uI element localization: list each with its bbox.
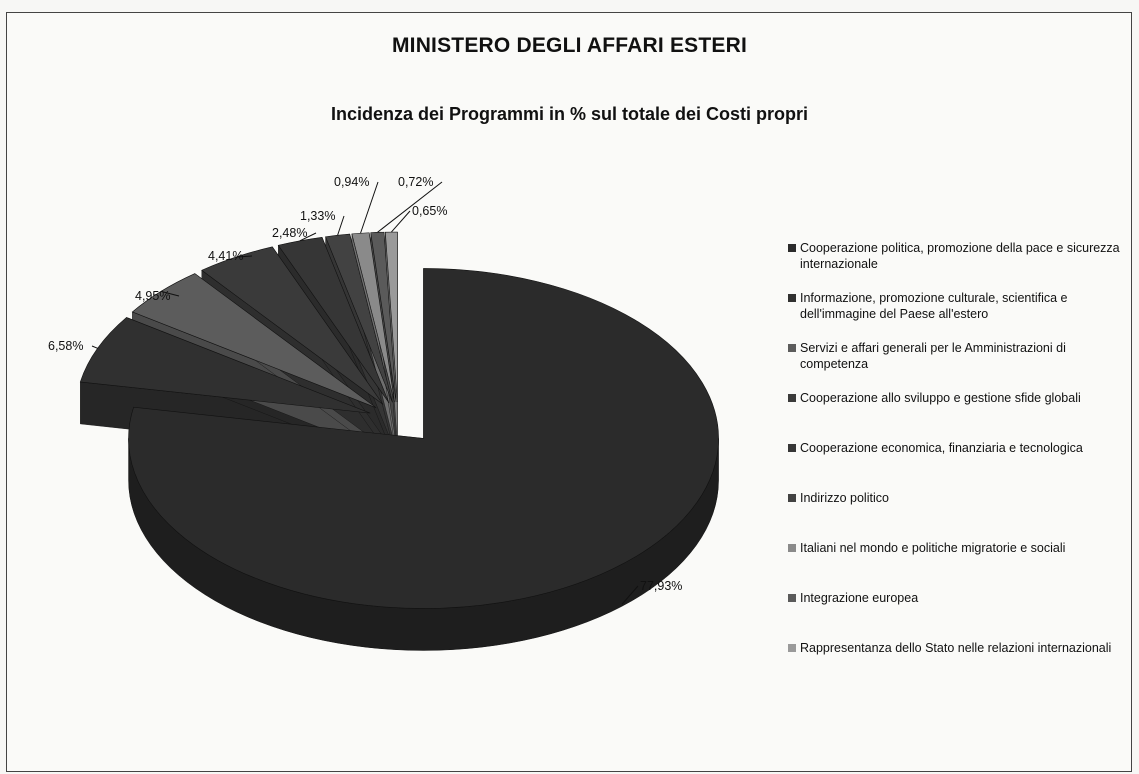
legend-label: Cooperazione politica, promozione della … (800, 241, 1120, 271)
data-label: 1,33% (300, 209, 335, 223)
legend-item: Integrazione europea (788, 590, 1128, 640)
leader-line (621, 585, 639, 605)
legend-item: Informazione, promozione culturale, scie… (788, 290, 1128, 340)
legend-item: Cooperazione politica, promozione della … (788, 240, 1128, 290)
pie-top-layer (79, 231, 719, 609)
data-label: 0,65% (412, 204, 447, 218)
data-label: 0,72% (398, 175, 433, 189)
legend-swatch (788, 244, 796, 252)
data-label: 4,41% (208, 249, 243, 263)
leader-line (377, 181, 443, 233)
leader-line-layer (91, 181, 639, 605)
data-label: 2,48% (272, 226, 307, 240)
leader-line (299, 232, 317, 242)
legend-item: Italiani nel mondo e politiche migratori… (788, 540, 1128, 590)
legend-label: Cooperazione allo sviluppo e gestione sf… (800, 391, 1081, 405)
legend-swatch (788, 644, 796, 652)
legend-item: Servizi e affari generali per le Amminis… (788, 340, 1128, 390)
pie-slice (201, 246, 384, 405)
legend-label: Italiani nel mondo e politiche migratori… (800, 541, 1066, 555)
data-label: 77,93% (640, 579, 682, 593)
data-label: 6,58% (48, 339, 83, 353)
legend-swatch (788, 594, 796, 602)
chart-title: MINISTERO DEGLI AFFARI ESTERI (391, 34, 748, 57)
pie-slice (79, 317, 371, 414)
leader-line (360, 181, 379, 234)
legend-label: Rappresentanza dello Stato nelle relazio… (800, 641, 1112, 655)
legend-label: Indirizzo politico (800, 491, 889, 505)
legend-label: Cooperazione economica, finanziaria e te… (800, 441, 1083, 455)
data-label: 4,95% (135, 289, 170, 303)
legend-swatch (788, 344, 796, 352)
legend-label: Integrazione europea (800, 591, 919, 605)
pie-slice (351, 232, 395, 403)
legend-swatch (788, 294, 796, 302)
pie-slice (128, 268, 719, 609)
legend-label: Servizi e affari generali per le Amminis… (800, 341, 1066, 371)
pie-slice (385, 231, 398, 403)
legend-item: Cooperazione allo sviluppo e gestione sf… (788, 390, 1128, 440)
legend-item: Rappresentanza dello Stato nelle relazio… (788, 640, 1128, 690)
leader-line (235, 255, 253, 258)
chart-subtitle: Incidenza dei Programmi in % sul totale … (330, 104, 809, 124)
legend-swatch (788, 544, 796, 552)
legend-swatch (788, 394, 796, 402)
legend-label: Informazione, promozione culturale, scie… (800, 291, 1068, 321)
leader-line (160, 290, 180, 297)
leader-line (390, 210, 411, 233)
pie-slice (370, 231, 397, 403)
legend: Cooperazione politica, promozione della … (788, 240, 1128, 690)
data-label-layer: 77,93% 6,58% 4,95% 4,41% 2,48% 1,33% 0,94% 0,72… (48, 175, 682, 593)
legend-item: Cooperazione economica, finanziaria e te… (788, 440, 1128, 490)
leader-line (91, 345, 98, 349)
data-label: 0,94% (334, 175, 369, 189)
legend-item: Indirizzo politico (788, 490, 1128, 540)
legend-swatch (788, 444, 796, 452)
legend-swatch (788, 494, 796, 502)
leader-line (337, 215, 345, 236)
